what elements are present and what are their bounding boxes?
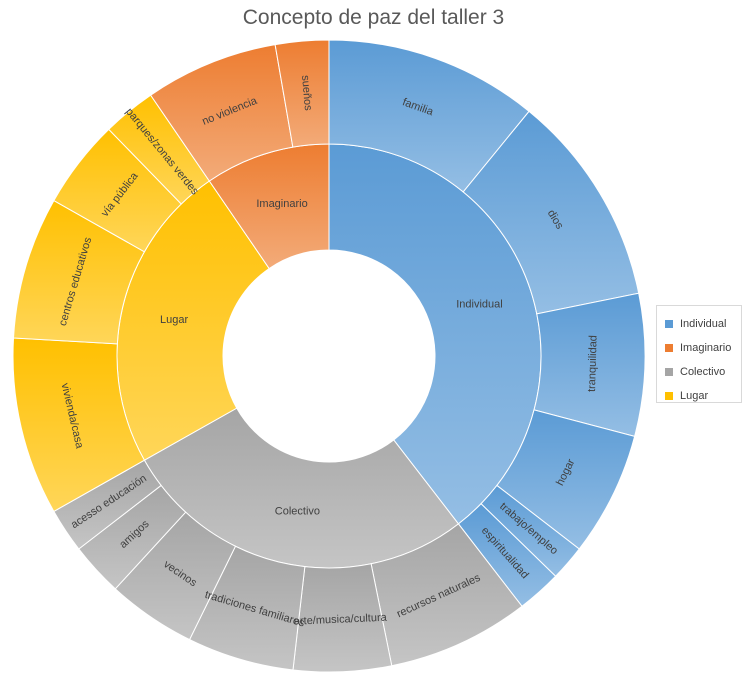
legend-item: Imaginario xyxy=(665,336,741,360)
legend-item: Individual xyxy=(665,312,741,336)
legend-swatch xyxy=(665,392,673,400)
segment-label-colectivo: Colectivo xyxy=(275,506,320,518)
legend-item: Colectivo xyxy=(665,360,741,384)
segment-label-individual: Individual xyxy=(456,299,502,311)
legend-label: Colectivo xyxy=(680,366,726,378)
legend: Individual Imaginario Colectivo Lugar xyxy=(656,305,742,403)
chart-title: Concepto de paz del taller 3 xyxy=(242,6,505,29)
segment-label-lugar: Lugar xyxy=(160,314,188,326)
subcategory-segment-suenos xyxy=(274,39,330,148)
segment-label-tranquilidad: tranquilidad xyxy=(586,335,600,392)
segment-label-suenos: sueños xyxy=(299,75,314,112)
legend-label: Imaginario xyxy=(680,342,732,354)
segment-label-imaginario: Imaginario xyxy=(256,198,307,210)
legend-label: Individual xyxy=(680,318,727,330)
legend-swatch xyxy=(665,320,673,328)
segment-label-arte-musica-cultura: arte/musica/cultura xyxy=(294,612,388,628)
legend-label: Lugar xyxy=(680,390,709,402)
legend-item: Lugar xyxy=(665,384,741,408)
legend-swatch xyxy=(665,368,673,376)
legend-swatch xyxy=(665,344,673,352)
